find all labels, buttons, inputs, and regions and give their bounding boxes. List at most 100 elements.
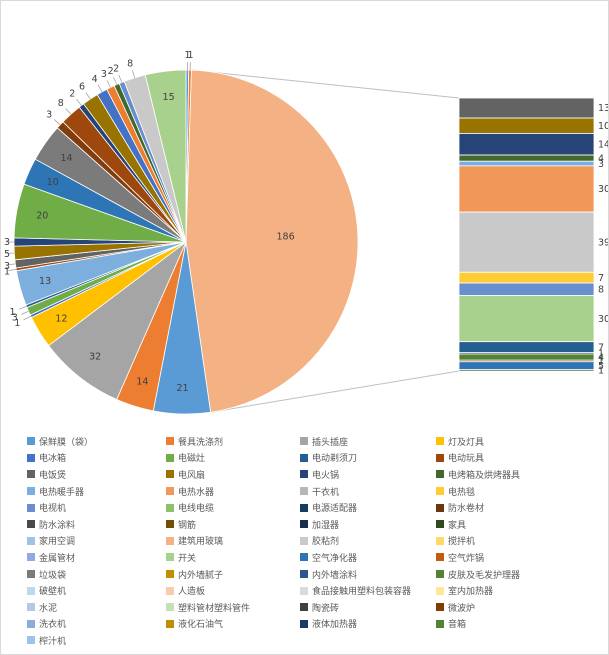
legend-marker bbox=[27, 437, 35, 446]
legend-marker bbox=[436, 453, 444, 462]
legend-item: 洗衣机 bbox=[27, 616, 166, 633]
legend-label: 空气净化器 bbox=[312, 553, 358, 564]
legend-label: 陶瓷砖 bbox=[312, 603, 340, 614]
legend-marker bbox=[436, 470, 444, 479]
legend-marker bbox=[300, 520, 308, 529]
legend-item: 电风扇 bbox=[166, 466, 300, 483]
label-leader-line bbox=[113, 77, 118, 85]
legend-label: 干衣机 bbox=[312, 487, 340, 498]
legend-label: 洗衣机 bbox=[39, 620, 67, 631]
legend-item: 破壁机 bbox=[27, 582, 166, 599]
bar-segment bbox=[458, 160, 595, 167]
legend-label: 榨汁机 bbox=[39, 636, 67, 647]
bar-segment-label: 7 bbox=[598, 273, 604, 284]
legend-marker bbox=[436, 520, 444, 529]
legend-marker bbox=[27, 570, 35, 579]
label-leader-line bbox=[21, 310, 29, 315]
legend-item: 电动剃须刀 bbox=[300, 450, 436, 467]
legend-marker bbox=[27, 470, 35, 479]
pie-slice-label: 8 bbox=[127, 59, 133, 70]
label-leader-line bbox=[18, 305, 27, 310]
legend-item: 钢筋 bbox=[166, 516, 300, 533]
label-leader-line bbox=[23, 315, 32, 321]
pie-slice-label: 3 bbox=[4, 237, 10, 248]
legend-item: 陶瓷砖 bbox=[300, 599, 436, 616]
legend-item: 餐具洗涤剂 bbox=[166, 433, 300, 450]
legend-label: 电磁灶 bbox=[178, 454, 206, 465]
bar-segment-label: 30 bbox=[598, 184, 609, 195]
legend-marker bbox=[27, 619, 35, 628]
legend-label: 音箱 bbox=[448, 620, 467, 631]
legend-label: 加湿器 bbox=[312, 520, 340, 531]
legend-label: 液体加热器 bbox=[312, 620, 358, 631]
legend-label: 电烤箱及烘烤器具 bbox=[448, 470, 521, 481]
legend-label: 钢筋 bbox=[178, 520, 197, 531]
legend-marker bbox=[300, 503, 308, 512]
bar-segment-label: 4 bbox=[598, 352, 604, 363]
legend-item: 液体加热器 bbox=[300, 616, 436, 633]
bar-segment-label: 8 bbox=[598, 285, 604, 296]
legend-item: 人造板 bbox=[166, 582, 300, 599]
pie-slice bbox=[185, 69, 359, 413]
legend-item: 电视机 bbox=[27, 499, 166, 516]
legend-marker bbox=[300, 470, 308, 479]
legend-marker bbox=[27, 553, 35, 562]
label-leader-line bbox=[85, 92, 91, 100]
connector-line-top bbox=[191, 69, 460, 99]
legend-marker bbox=[166, 503, 174, 512]
legend-marker bbox=[166, 603, 174, 612]
legend-label: 金属管材 bbox=[39, 553, 76, 564]
legend-label: 餐具洗涤剂 bbox=[178, 437, 224, 448]
legend-item: 电饭煲 bbox=[27, 466, 166, 483]
pie-slice-label: 21 bbox=[176, 383, 188, 394]
legend-item: 皮肤及毛发护理器 bbox=[436, 566, 606, 583]
legend-marker bbox=[166, 437, 174, 446]
legend-marker bbox=[300, 453, 308, 462]
pie-slice-label: 12 bbox=[55, 313, 67, 324]
legend-label: 电饭煲 bbox=[39, 470, 67, 481]
legend-item: 防水卷材 bbox=[436, 499, 606, 516]
legend-item: 空气炸锅 bbox=[436, 549, 606, 566]
legend-label: 垃圾袋 bbox=[39, 570, 67, 581]
pie-slice-label: 1 bbox=[9, 307, 15, 318]
legend-item: 加湿器 bbox=[300, 516, 436, 533]
bar-segment bbox=[458, 295, 595, 343]
legend-marker bbox=[436, 570, 444, 579]
legend-item: 电线电缆 bbox=[166, 499, 300, 516]
legend-marker bbox=[300, 553, 308, 562]
chart-legend: 保鲜膜（袋） 餐具洗涤剂 插头插座 灯及灯具 电冰箱 电磁灶 电动剃须刀 电动玩具 电饭煲 电风扇… bbox=[27, 433, 606, 649]
legend-label: 空气炸锅 bbox=[448, 553, 485, 564]
label-leader-line bbox=[106, 80, 111, 88]
label-leader-line bbox=[131, 70, 136, 78]
legend-item: 家用空调 bbox=[27, 533, 166, 550]
legend-item: 电火锅 bbox=[300, 466, 436, 483]
legend-marker bbox=[300, 619, 308, 628]
pie-slice-label: 2 bbox=[113, 64, 119, 75]
legend-item: 建筑用玻璃 bbox=[166, 533, 300, 550]
pie-slice-label: 2 bbox=[108, 66, 114, 77]
label-leader-line bbox=[76, 98, 82, 106]
label-leader-line bbox=[97, 84, 103, 93]
pie-slice-label: 1 bbox=[184, 50, 190, 61]
bar-segment bbox=[458, 353, 595, 361]
legend-item: 榨汁机 bbox=[27, 632, 166, 649]
legend-item: 干衣机 bbox=[300, 483, 436, 500]
legend-marker bbox=[436, 437, 444, 446]
legend-item: 垃圾袋 bbox=[27, 566, 166, 583]
bar-segment-label: 3 bbox=[598, 159, 604, 170]
legend-marker bbox=[166, 470, 174, 479]
legend-marker bbox=[27, 520, 35, 529]
legend-item: 液化石油气 bbox=[166, 616, 300, 633]
legend-label: 电火锅 bbox=[312, 470, 340, 481]
legend-label: 胶粘剂 bbox=[312, 537, 340, 548]
bar-segment bbox=[458, 341, 595, 353]
legend-marker bbox=[27, 636, 35, 645]
legend-item: 室内加热器 bbox=[436, 582, 606, 599]
pie-slice-label: 3 bbox=[46, 110, 52, 121]
legend-marker bbox=[166, 453, 174, 462]
legend-label: 灯及灯具 bbox=[448, 437, 485, 448]
legend-marker bbox=[436, 586, 444, 595]
legend-item: 电动玩具 bbox=[436, 450, 606, 467]
pie-slice-label: 1 bbox=[187, 50, 193, 61]
